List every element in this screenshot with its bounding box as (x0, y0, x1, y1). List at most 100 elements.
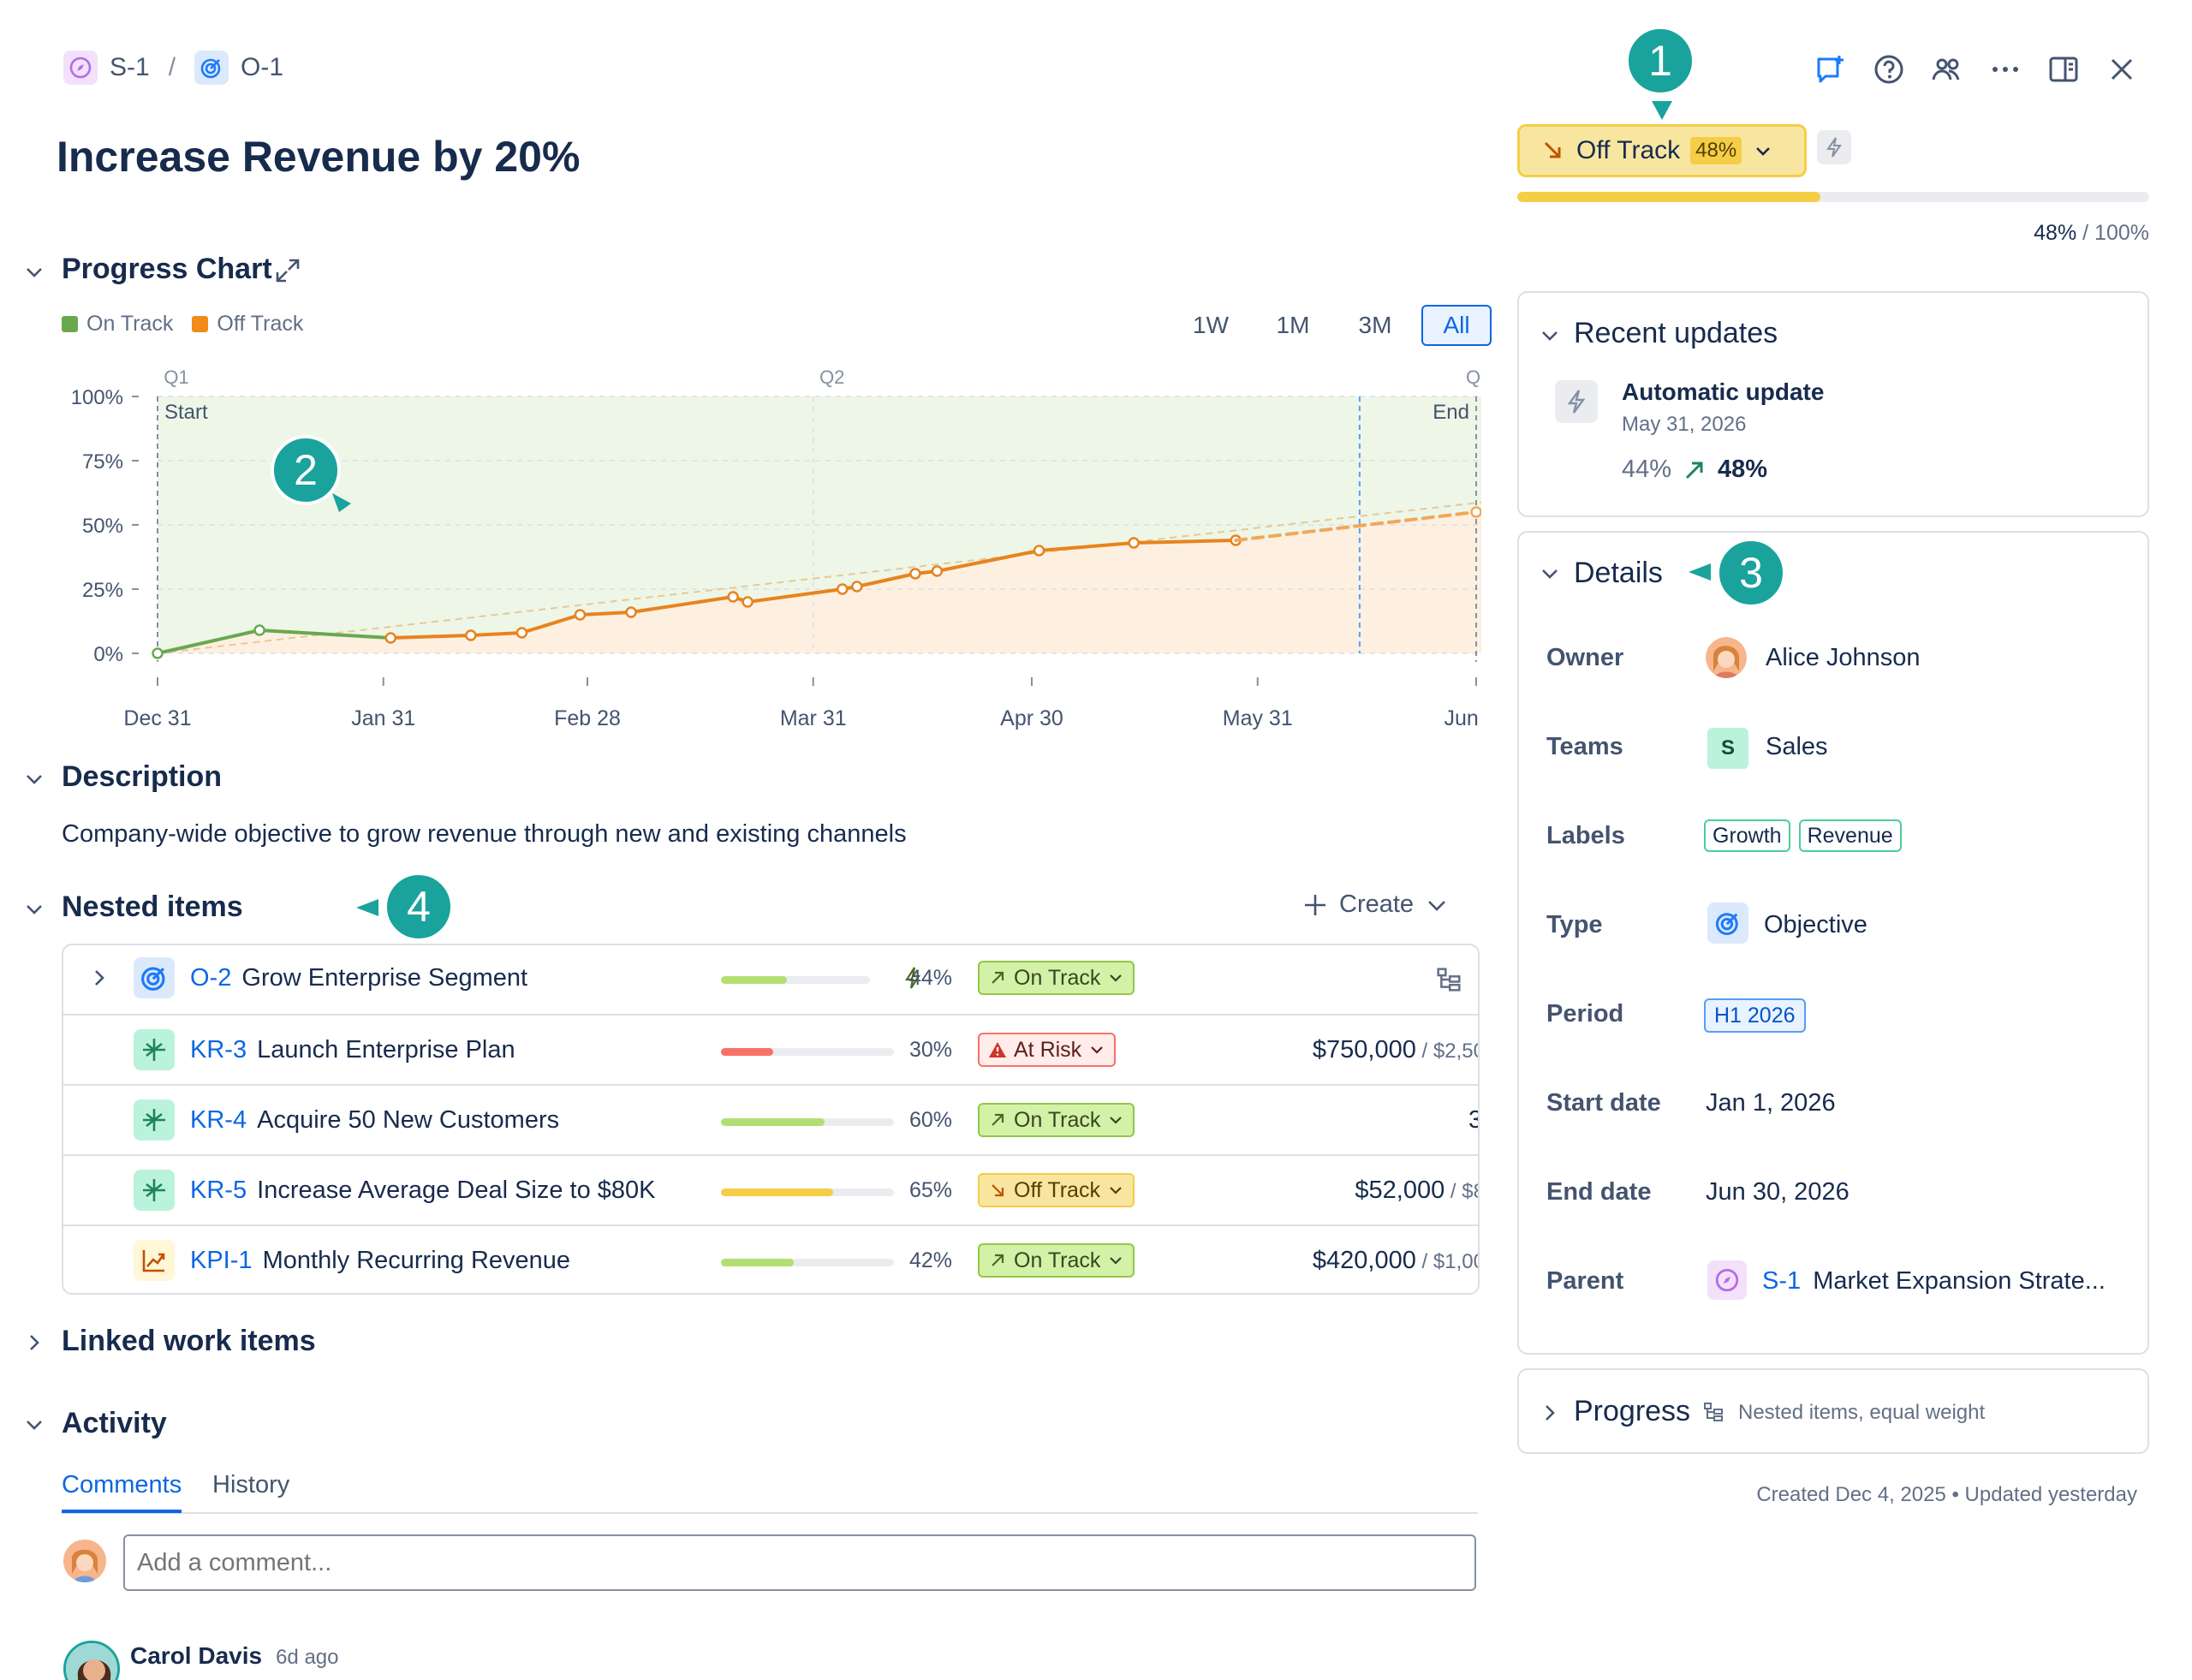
create-button[interactable]: Create (1302, 891, 1450, 919)
status-dropdown[interactable]: Off Track 48% (1517, 124, 1807, 177)
legend-off-track-label: Off Track (217, 312, 304, 336)
automation-bolt-button[interactable] (1817, 130, 1851, 164)
table-row[interactable]: KPI-1 Monthly Recurring Revenue 42% On Tra… (63, 1224, 1478, 1293)
create-button-label: Create (1339, 891, 1415, 918)
parent-link[interactable]: S-1 Market Expansion Strate... (1762, 1267, 2106, 1296)
chart-area (158, 510, 1481, 653)
panel-layout-icon[interactable] (2046, 52, 2081, 86)
quarter-label: Q1 (164, 366, 188, 388)
row-status-dropdown[interactable]: On Track (978, 1103, 1135, 1137)
period-badge[interactable]: H1 2026 (1704, 998, 1806, 1033)
row-title[interactable]: KR-5 Increase Average Deal Size to $80K (190, 1177, 656, 1205)
breadcrumb: S-1 / O-1 (63, 46, 283, 89)
start-date-value[interactable]: Jan 1, 2026 (1706, 1089, 1836, 1117)
row-status-dropdown[interactable]: At Risk (978, 1033, 1117, 1067)
type-value: Objective (1764, 911, 1867, 938)
owner-name[interactable]: Alice Johnson (1766, 644, 1921, 671)
linked-work-items-heading[interactable]: Linked work items (62, 1325, 316, 1357)
range-3m[interactable]: 3M (1358, 312, 1392, 338)
table-row[interactable]: KR-3 Launch Enterprise Plan 30% At Risk $75… (63, 1014, 1478, 1084)
x-tick-label: May 31 (1223, 706, 1293, 730)
bolt-icon (1826, 137, 1842, 158)
progress-chart: 100% 75% 50% 25% 0% Q1 Q2 Q3 Start End Dec 31 Jan 3… (71, 366, 1481, 730)
help-icon[interactable] (1872, 52, 1906, 86)
trend-up-icon (1685, 462, 1703, 479)
data-point (742, 596, 754, 608)
row-status-dropdown[interactable]: Off Track (978, 1173, 1135, 1207)
label-tag[interactable]: Growth (1704, 819, 1790, 852)
end-label: End (1433, 401, 1469, 424)
callout-2-pointer (332, 493, 351, 512)
commenter-avatar (63, 1540, 106, 1582)
progress-card[interactable] (1517, 1368, 2149, 1454)
row-status-dropdown[interactable]: On Track (978, 1243, 1135, 1278)
range-all[interactable]: All (1421, 305, 1492, 346)
row-title[interactable]: KPI-1 Monthly Recurring Revenue (190, 1247, 570, 1275)
table-row[interactable]: O-2 Grow Enterprise Segment 44% On Track (63, 945, 1478, 1014)
chevron-down-icon[interactable] (1538, 324, 1562, 348)
progress-total: 100% (2094, 221, 2149, 245)
callout-1: 1 (1625, 26, 1695, 96)
overall-progress-text: 48% / 100% (1969, 221, 2149, 246)
quarter-label: Q3 (1466, 366, 1481, 388)
breadcrumb-item-strategy[interactable]: S-1 (110, 53, 150, 81)
row-title[interactable]: O-2 Grow Enterprise Segment (190, 964, 527, 992)
comment-time: 6d ago (276, 1646, 339, 1669)
row-key: KR-4 (190, 1106, 247, 1134)
owner-avatar (1706, 637, 1747, 678)
objective-target-icon (194, 51, 229, 85)
chevron-down-icon[interactable] (22, 897, 46, 921)
parent-name: Market Expansion Strate... (1813, 1267, 2106, 1295)
people-icon[interactable] (1930, 52, 1964, 86)
hierarchy-icon[interactable] (1435, 966, 1462, 993)
strategy-compass-icon (63, 51, 98, 85)
legend-on-track-label: On Track (86, 312, 174, 336)
chevron-down-icon[interactable] (1538, 562, 1562, 586)
row-title[interactable]: KR-4 Acquire 50 New Customers (190, 1106, 559, 1135)
progress-separator: / (2076, 221, 2095, 245)
legend-off-track: Off Track (192, 312, 303, 337)
close-icon[interactable] (2105, 52, 2139, 86)
range-1w[interactable]: 1W (1193, 312, 1229, 338)
row-progress-bar (721, 976, 870, 984)
activity-tabs: Comments History (62, 1466, 1478, 1514)
recent-updates-card (1517, 291, 2149, 517)
tab-history[interactable]: History (212, 1471, 290, 1498)
row-status-label: On Track (1014, 1107, 1101, 1132)
feedback-icon[interactable] (1814, 52, 1848, 86)
expand-icon[interactable] (272, 255, 303, 286)
row-progress-fill (721, 1048, 773, 1056)
details-card (1517, 531, 2149, 1355)
y-tick-label: 25% (82, 579, 123, 602)
chevron-right-icon[interactable] (22, 1331, 46, 1355)
expand-row-icon[interactable] (87, 966, 111, 990)
range-1m[interactable]: 1M (1276, 312, 1310, 338)
comment-input[interactable] (123, 1534, 1476, 1591)
team-name[interactable]: Sales (1766, 733, 1828, 760)
table-row[interactable]: KR-5 Increase Average Deal Size to $80K 6… (63, 1154, 1478, 1224)
more-options-icon[interactable] (1988, 52, 2022, 86)
status-label: Off Track (1576, 136, 1681, 164)
table-row[interactable]: KR-4 Acquire 50 New Customers 60% On Track… (63, 1084, 1478, 1154)
end-date-value[interactable]: Jun 30, 2026 (1706, 1178, 1850, 1206)
row-name: Increase Average Deal Size to $80K (257, 1177, 656, 1204)
breadcrumb-item-objective[interactable]: O-1 (241, 53, 284, 81)
status-icon (992, 1184, 1004, 1197)
tab-comments[interactable]: Comments (62, 1471, 182, 1513)
row-status-label: On Track (1014, 1248, 1101, 1272)
page-title: Increase Revenue by 20% (57, 133, 581, 181)
row-key: KR-3 (190, 1036, 247, 1063)
row-title[interactable]: KR-3 Launch Enterprise Plan (190, 1036, 515, 1064)
comment-author[interactable]: Carol Davis (130, 1642, 263, 1669)
chevron-down-icon[interactable] (22, 1413, 46, 1437)
chevron-down-icon[interactable] (22, 260, 46, 284)
label-tag[interactable]: Revenue (1798, 819, 1902, 852)
chevron-down-icon[interactable] (22, 767, 46, 791)
period-label: Period (1546, 1000, 1624, 1028)
row-progress-fill (721, 1118, 825, 1126)
callout-4-pointer (356, 899, 378, 916)
row-current-value: $750,000 (1312, 1036, 1416, 1063)
chevron-right-icon[interactable] (1538, 1401, 1562, 1425)
row-status-dropdown[interactable]: On Track (978, 961, 1135, 995)
objective-target-icon (1707, 903, 1748, 944)
